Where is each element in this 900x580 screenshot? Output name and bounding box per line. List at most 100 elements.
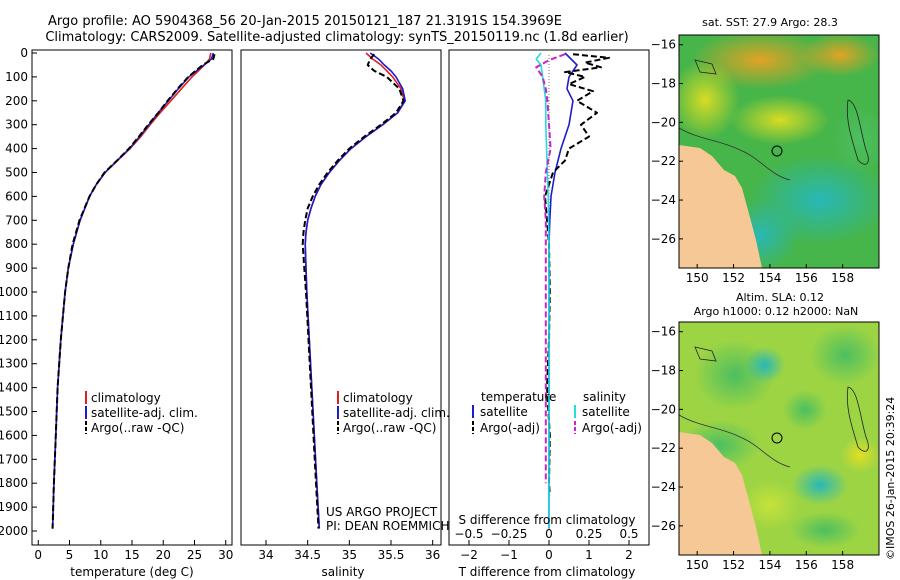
salinity-series — [301, 52, 407, 529]
t-difference-xlabel: T difference from climatology — [458, 565, 636, 579]
sla-anomaly — [790, 512, 860, 548]
series-line-argo-raw-qc- — [301, 53, 405, 529]
land-australia — [679, 432, 762, 555]
temperature-plot-frame — [31, 49, 233, 546]
map-x-tick-label: 154 — [758, 558, 781, 572]
legend-label-sal-satellite: satellite — [582, 405, 630, 419]
coastline — [679, 127, 791, 181]
land-australia — [679, 145, 762, 268]
sla-map-frame — [678, 321, 880, 556]
sst-warm-patch — [800, 35, 879, 77]
map-y-tick-label: −24 — [651, 480, 676, 494]
sla-anomaly — [745, 347, 785, 383]
legend-label-temp-satellite: satellite — [480, 405, 528, 419]
project-credit: US ARGO PROJECT — [326, 505, 438, 519]
depth-tick-label: 500 — [5, 166, 28, 180]
reef-outline — [846, 99, 869, 165]
figure-title-line1: Argo profile: AO 5904368_56 20-Jan-2015 … — [48, 14, 562, 29]
reef-outline — [846, 386, 869, 452]
map-x-tick-label: 156 — [795, 558, 818, 572]
sla-map-title: Altim. SLA: 0.12 — [736, 291, 824, 304]
x-tick-label: 34 — [258, 548, 273, 562]
map-x-tick-label: 156 — [795, 271, 818, 285]
x-tick-label: 35 — [342, 548, 357, 562]
argo-float-marker — [771, 432, 783, 444]
x2-tick-label: 0.5 — [619, 527, 638, 541]
depth-tick-label: 300 — [5, 118, 28, 132]
map-x-tick-label: 158 — [831, 558, 854, 572]
depth-tick-label: 800 — [5, 237, 28, 251]
legend-label-argo: Argo(..raw -QC) — [343, 421, 436, 435]
map-y-tick-label: −20 — [651, 115, 676, 129]
sla-map — [679, 322, 879, 555]
map-y-tick-label: −24 — [651, 193, 676, 207]
legend-label-climatology: climatology — [91, 391, 161, 405]
map-y-tick-label: −18 — [651, 77, 676, 91]
salinity-plot-frame — [240, 49, 442, 546]
map-x-tick-label: 158 — [831, 271, 854, 285]
depth-tick-label: 1900 — [0, 500, 28, 514]
map-y-tick-label: −20 — [651, 402, 676, 416]
x-tick-label: 35.5 — [378, 548, 405, 562]
legend-label-satellite: satellite-adj. clim. — [91, 406, 198, 420]
series-line-salinity-satellite — [535, 52, 550, 529]
sla-anomaly — [740, 480, 800, 530]
coastline — [679, 414, 791, 468]
map-axes-ticks: 150 152 154 156 158 −16 −18 −20 −22 −24 −26 150 152 1… — [651, 38, 854, 572]
legend-label-temp-argo: Argo(-adj) — [480, 421, 540, 435]
sla-map-subtitle: Argo h1000: 0.12 h2000: NaN — [694, 305, 859, 318]
x-tick-label: 30 — [218, 548, 233, 562]
depth-tick-label: 1000 — [0, 285, 28, 299]
map-x-tick-label: 154 — [758, 271, 781, 285]
map-x-tick-label: 152 — [722, 271, 745, 285]
depth-tick-label: 900 — [5, 261, 28, 275]
map-y-tick-label: −22 — [651, 441, 676, 455]
sla-anomaly — [810, 325, 879, 385]
map-y-tick-label: −26 — [651, 519, 676, 533]
x-tick-label: −2 — [460, 548, 478, 562]
depth-tick-label: 1200 — [0, 333, 28, 347]
series-line-argo-raw-qc- — [51, 53, 216, 529]
x2-tick-label: 0.25 — [576, 527, 603, 541]
legend-label-satellite: satellite-adj. clim. — [343, 406, 450, 420]
temperature-xlabel: temperature (deg C) — [70, 565, 193, 579]
x-tick-label: 10 — [93, 548, 108, 562]
depth-tick-label: 1400 — [0, 381, 28, 395]
x-tick-label: 34.5 — [294, 548, 321, 562]
map-y-tick-label: −22 — [651, 154, 676, 168]
sst-map-title: sat. SST: 27.9 Argo: 28.3 — [702, 16, 838, 29]
imos-credit: ©IMOS 26-Jan-2015 20:39:24 — [884, 397, 897, 560]
reef-outline — [694, 59, 717, 75]
argo-float-marker — [771, 145, 783, 157]
pi-credit: PI: DEAN ROEMMICH — [326, 519, 449, 533]
depth-axis: 0 100 200 300 400 500 600 700 800 900 1000 1100 1200… — [0, 46, 37, 538]
salinity-xlabel: salinity — [321, 565, 364, 579]
map-x-tick-label: 150 — [686, 271, 709, 285]
legend-label-argo: Argo(..raw -QC) — [91, 421, 184, 435]
x-tick-label: 20 — [156, 548, 171, 562]
x-axes-ticks: 0 5 10 15 20 25 30 34 34.5 35 35.5 36 −2 −1 0 1 2 −0.5 −0.… — [34, 527, 638, 562]
x-tick-label: 2 — [625, 548, 633, 562]
x-tick-label: 0 — [545, 548, 553, 562]
depth-tick-label: 1600 — [0, 428, 28, 442]
salinity-legend: climatology satellite-adj. clim. Argo(..… — [337, 391, 450, 435]
x2-tick-label: 0 — [545, 527, 553, 541]
sla-anomaly — [840, 437, 879, 473]
difference-series — [535, 52, 610, 529]
x-tick-label: 36 — [425, 548, 440, 562]
x2-tick-label: −0.25 — [491, 527, 528, 541]
sst-map — [679, 35, 879, 268]
depth-tick-label: 1300 — [0, 357, 28, 371]
map-x-tick-label: 152 — [722, 558, 745, 572]
depth-tick-label: 1500 — [0, 405, 28, 419]
x-tick-label: 1 — [585, 548, 593, 562]
x-tick-label: 25 — [187, 548, 202, 562]
depth-tick-label: 1700 — [0, 452, 28, 466]
reef-outline — [694, 346, 717, 362]
depth-tick-label: 200 — [5, 94, 28, 108]
x-tick-label: 0 — [34, 548, 42, 562]
map-y-tick-label: −16 — [651, 38, 676, 52]
sst-cool-patch — [830, 105, 879, 175]
x-tick-label: 15 — [124, 548, 139, 562]
